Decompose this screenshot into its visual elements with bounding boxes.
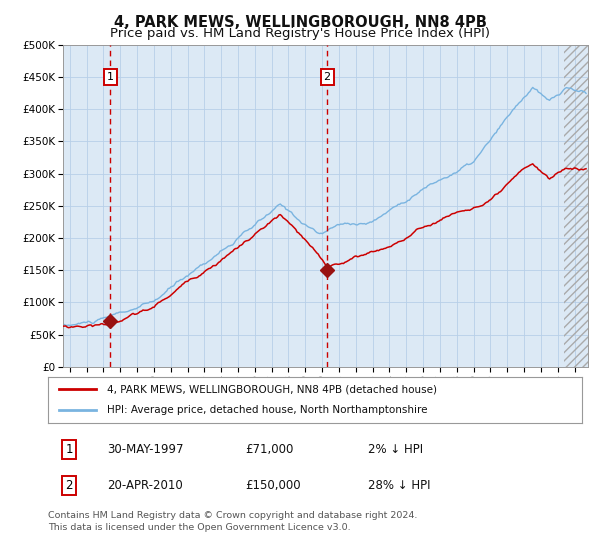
Text: 2% ↓ HPI: 2% ↓ HPI bbox=[368, 443, 424, 456]
Text: 20-APR-2010: 20-APR-2010 bbox=[107, 479, 182, 492]
Text: Contains HM Land Registry data © Crown copyright and database right 2024.
This d: Contains HM Land Registry data © Crown c… bbox=[48, 511, 418, 531]
Text: Price paid vs. HM Land Registry's House Price Index (HPI): Price paid vs. HM Land Registry's House … bbox=[110, 27, 490, 40]
Text: 30-MAY-1997: 30-MAY-1997 bbox=[107, 443, 183, 456]
Text: 28% ↓ HPI: 28% ↓ HPI bbox=[368, 479, 431, 492]
Text: 1: 1 bbox=[65, 443, 73, 456]
Text: £71,000: £71,000 bbox=[245, 443, 294, 456]
Text: HPI: Average price, detached house, North Northamptonshire: HPI: Average price, detached house, Nort… bbox=[107, 405, 427, 416]
Text: 2: 2 bbox=[65, 479, 73, 492]
Text: £150,000: £150,000 bbox=[245, 479, 301, 492]
Text: 4, PARK MEWS, WELLINGBOROUGH, NN8 4PB (detached house): 4, PARK MEWS, WELLINGBOROUGH, NN8 4PB (d… bbox=[107, 384, 437, 394]
Text: 1: 1 bbox=[107, 72, 114, 82]
Bar bbox=[565, 45, 598, 367]
Text: 2: 2 bbox=[323, 72, 331, 82]
Text: 4, PARK MEWS, WELLINGBOROUGH, NN8 4PB: 4, PARK MEWS, WELLINGBOROUGH, NN8 4PB bbox=[113, 15, 487, 30]
